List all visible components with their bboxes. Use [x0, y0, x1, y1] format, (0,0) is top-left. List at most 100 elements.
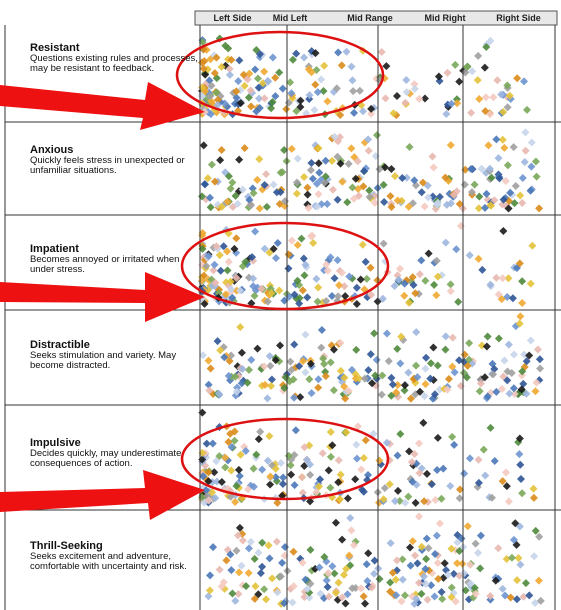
dot — [306, 470, 315, 479]
dot — [393, 196, 402, 205]
dot — [386, 578, 395, 587]
dot — [351, 583, 360, 592]
dot — [311, 80, 320, 89]
dot — [486, 110, 495, 119]
row-label: Distractible Seeks stimulation and variet… — [30, 339, 198, 371]
dot — [382, 62, 391, 71]
dot — [481, 471, 490, 480]
dot — [203, 174, 212, 183]
dot — [386, 192, 395, 201]
dot — [392, 388, 401, 397]
dot — [393, 344, 402, 353]
dot — [278, 168, 287, 177]
dot — [397, 332, 406, 341]
dot — [417, 542, 426, 551]
dot — [481, 93, 490, 102]
dot — [387, 164, 396, 173]
dot — [451, 60, 460, 69]
dot — [212, 242, 221, 251]
dot — [224, 257, 233, 266]
dot — [305, 593, 314, 602]
dot — [404, 202, 413, 211]
dot — [206, 110, 215, 119]
dot — [499, 226, 508, 235]
dot — [404, 492, 413, 501]
dot — [211, 278, 220, 287]
dot — [466, 560, 475, 569]
dot — [424, 249, 433, 258]
dot — [204, 592, 213, 601]
dot — [200, 299, 209, 308]
dot — [417, 188, 426, 197]
dot — [323, 582, 332, 591]
dot — [251, 582, 260, 591]
dot — [295, 294, 304, 303]
dot — [320, 61, 329, 70]
dot — [238, 185, 247, 194]
dot — [531, 157, 540, 166]
row-title: Distractible — [30, 339, 90, 351]
dot — [422, 534, 431, 543]
dot — [217, 477, 226, 486]
dot — [455, 494, 464, 503]
dot — [506, 593, 515, 602]
dot — [264, 541, 273, 550]
dot — [340, 382, 349, 391]
dot — [300, 53, 309, 62]
dot — [390, 172, 399, 181]
dot — [233, 531, 242, 540]
dot — [288, 598, 297, 607]
dot — [333, 256, 342, 265]
dot — [206, 92, 215, 101]
dot — [208, 488, 217, 497]
dot — [315, 482, 324, 491]
row-label: Impulsive Decides quickly, may underestim… — [30, 437, 198, 469]
dot — [329, 345, 338, 354]
dot — [497, 90, 506, 99]
row-label: Resistant Questions existing rules and pr… — [30, 42, 198, 74]
dot — [364, 549, 373, 558]
dot — [200, 180, 209, 189]
dot — [446, 141, 455, 150]
dot — [291, 426, 300, 435]
dot — [232, 482, 241, 491]
dot — [258, 538, 267, 547]
dot — [452, 245, 461, 254]
dot — [446, 287, 455, 296]
dot — [386, 539, 395, 548]
dot — [275, 286, 284, 295]
dot — [262, 170, 271, 179]
dot — [213, 337, 222, 346]
dot — [482, 189, 491, 198]
dot — [487, 493, 496, 502]
dot — [371, 152, 380, 161]
dot — [287, 236, 296, 245]
dot — [252, 450, 261, 459]
dot — [209, 266, 218, 275]
dot — [474, 455, 483, 464]
dot — [486, 280, 495, 289]
dot — [500, 356, 509, 365]
dot — [289, 375, 298, 384]
dot — [315, 563, 324, 572]
dot — [385, 480, 394, 489]
dot — [328, 156, 337, 165]
arrows — [0, 82, 205, 520]
dot — [516, 191, 525, 200]
dot — [246, 86, 255, 95]
dot — [262, 595, 271, 604]
dot — [410, 450, 419, 459]
dot — [370, 569, 379, 578]
dot — [322, 260, 331, 269]
dot — [410, 176, 419, 185]
dot — [290, 290, 299, 299]
dot — [232, 87, 241, 96]
dot — [380, 197, 389, 206]
dot — [242, 582, 251, 591]
dot — [293, 241, 302, 250]
dot — [413, 373, 422, 382]
dot — [518, 277, 527, 286]
dot — [480, 373, 489, 382]
dot — [223, 247, 232, 256]
dot — [323, 266, 332, 275]
